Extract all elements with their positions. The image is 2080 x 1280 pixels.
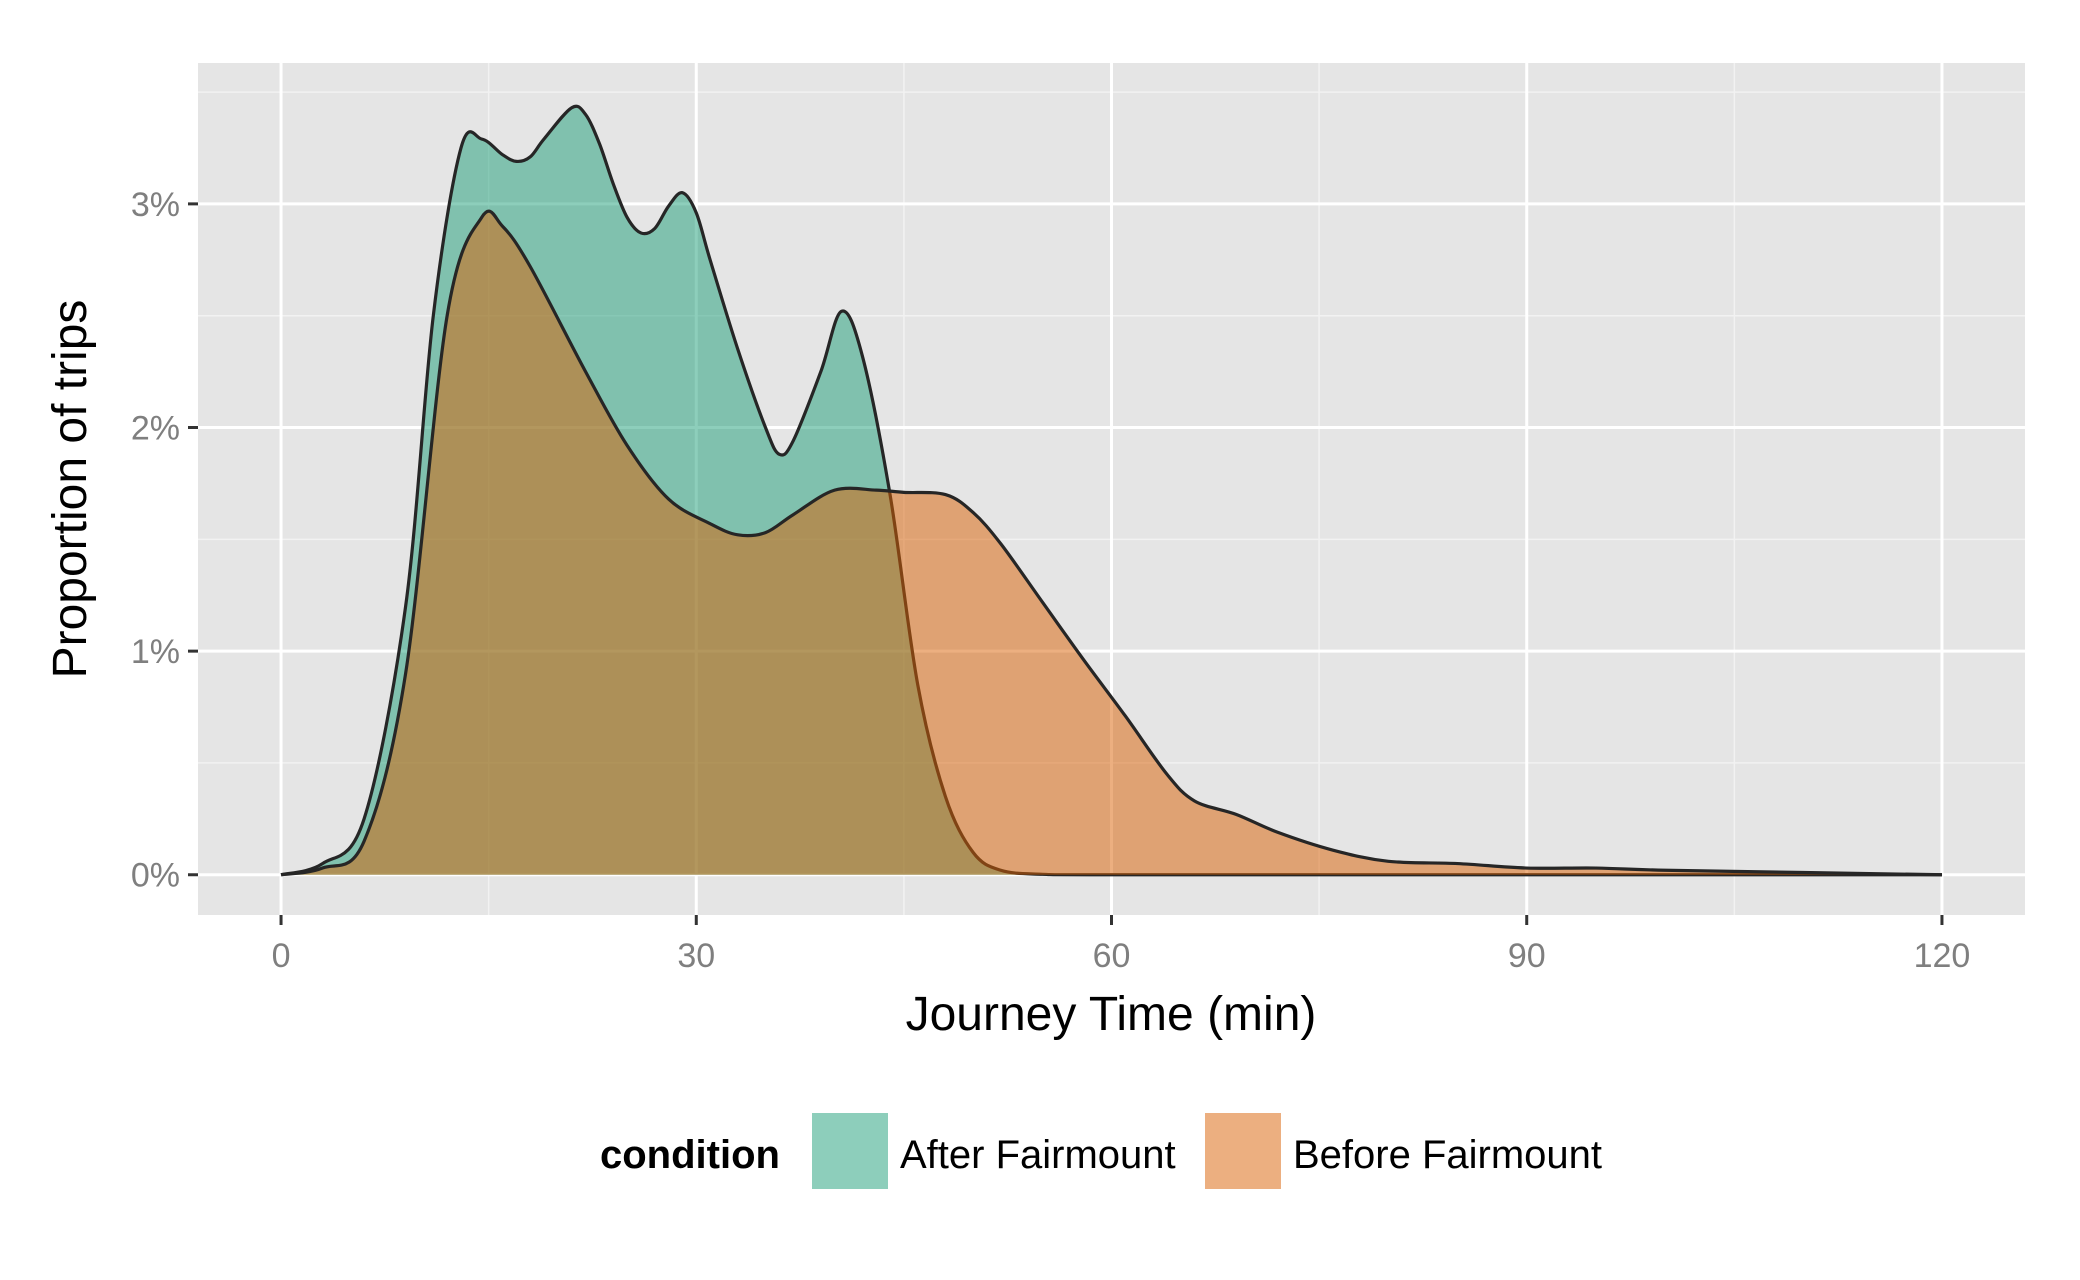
x-tick-label: 120 [1914, 937, 1971, 975]
y-axis-tick-labels: 0% 1% 2% 3% [131, 186, 180, 895]
x-tick-label: 90 [1508, 937, 1546, 975]
legend-swatch-before-fairmount [1205, 1113, 1281, 1189]
legend-label-before-fairmount: Before Fairmount [1293, 1133, 1602, 1177]
axis-ticks [188, 202, 1944, 925]
y-tick-label: 1% [131, 633, 180, 671]
x-axis-title: Journey Time (min) [906, 988, 1317, 1041]
density-area-before-fairmount [281, 211, 1942, 875]
x-tick-label: 60 [1093, 937, 1131, 975]
legend-swatch-after-fairmount [812, 1113, 888, 1189]
y-axis-title: Proportion of trips [44, 300, 97, 679]
density-areas [280, 104, 1942, 877]
density-line-before-fairmount [280, 209, 1942, 877]
y-tick-label: 3% [131, 186, 180, 224]
x-tick-label: 30 [677, 937, 715, 975]
y-tick-label: 2% [131, 410, 180, 448]
x-tick-label: 0 [272, 937, 291, 975]
x-axis-tick-labels: 0 30 60 90 120 [272, 937, 1971, 975]
y-tick-label: 0% [131, 857, 180, 895]
legend-title: condition [600, 1133, 780, 1177]
legend: condition After Fairmount Before Fairmou… [600, 1113, 1602, 1189]
legend-label-after-fairmount: After Fairmount [900, 1133, 1176, 1177]
